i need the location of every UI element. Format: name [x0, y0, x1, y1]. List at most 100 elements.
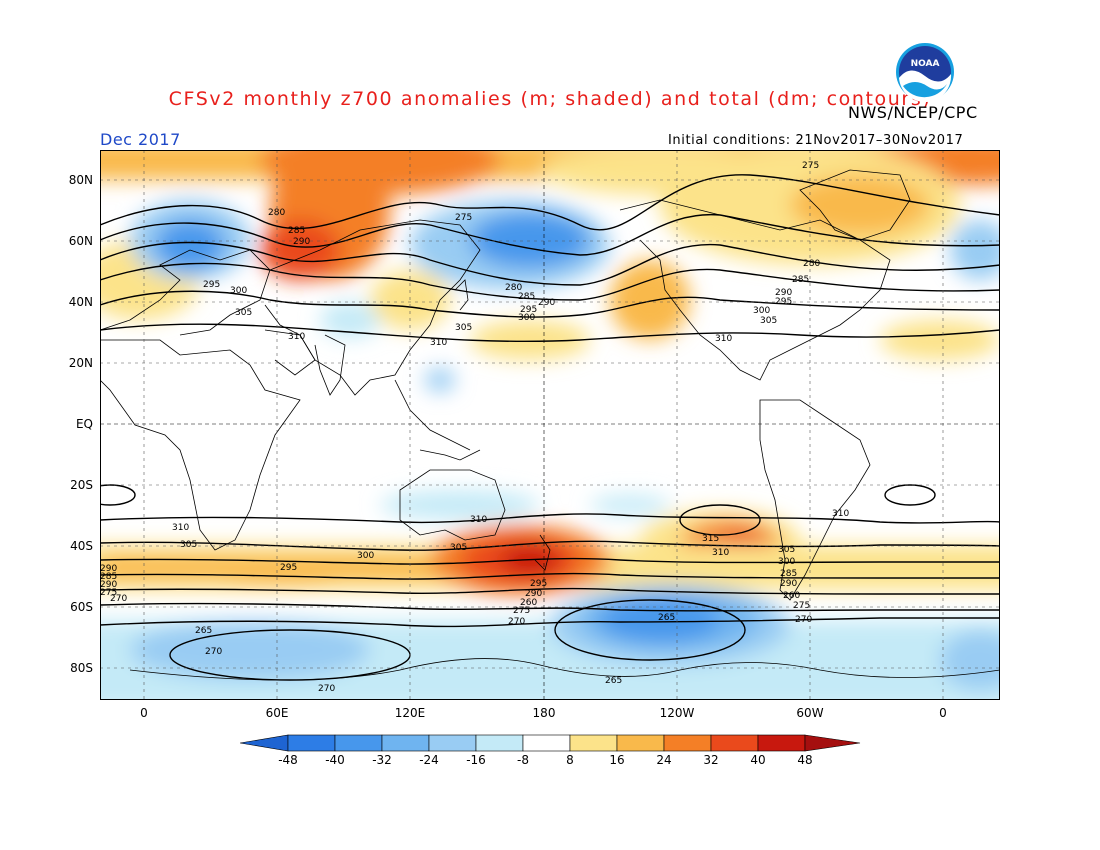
contour-label: 315 — [702, 534, 719, 544]
contour-label: 270 — [508, 617, 525, 627]
contour-label: 295 — [203, 280, 220, 290]
colorbar-segment — [428, 734, 477, 752]
lat-label: 40S — [70, 539, 93, 553]
contour-label: 270 — [318, 684, 335, 694]
colorbar-tick: 48 — [797, 753, 813, 767]
contour-labels: 280 285 290 295 300 305 310 275 280 285 … — [100, 161, 849, 694]
contour-label: 290 — [525, 589, 542, 599]
contour-label: 280 — [803, 259, 820, 269]
contour-label: 285 — [288, 226, 305, 236]
contour-label: 260 — [520, 598, 537, 608]
lat-label: 60N — [68, 234, 93, 248]
lat-label: 20N — [68, 356, 93, 370]
colorbar-tick: 24 — [656, 753, 672, 767]
colorbar-tick: -16 — [466, 753, 486, 767]
colorbar-segment — [240, 734, 289, 752]
lon-label: 0 — [140, 706, 148, 720]
contour-label: 305 — [760, 316, 777, 326]
contour-label: 265 — [195, 626, 212, 636]
contour-label: 300 — [753, 306, 770, 316]
colorbar-tick: -40 — [325, 753, 345, 767]
contour-label: 310 — [715, 334, 732, 344]
contour-label: 270 — [795, 615, 812, 625]
contour-label: 275 — [513, 606, 530, 616]
contour-label: 265 — [605, 676, 622, 686]
colorbar-segment — [287, 734, 336, 752]
contour-label: 285 — [518, 292, 535, 302]
contour-label: 300 — [518, 313, 535, 323]
contour-label: 305 — [180, 540, 197, 550]
colorbar-segment — [381, 734, 430, 752]
colorbar-segment — [616, 734, 665, 752]
colorbar-segment — [804, 734, 861, 752]
contour-label: 270 — [205, 647, 222, 657]
contour-label: 290 — [780, 579, 797, 589]
lat-label: 20S — [70, 478, 93, 492]
contour-label: 305 — [235, 308, 252, 318]
lon-label: 60W — [796, 706, 824, 720]
lat-label: 40N — [68, 295, 93, 309]
contour-label: 310 — [470, 515, 487, 525]
lat-label: EQ — [75, 417, 93, 431]
lon-label: 120E — [394, 706, 426, 720]
contour-label: 310 — [832, 509, 849, 519]
colorbar-tick: 16 — [609, 753, 625, 767]
agency-label: NWS/NCEP/CPC — [848, 103, 978, 122]
map-frame — [100, 150, 1000, 700]
lon-label: 0 — [939, 706, 947, 720]
colorbar-segment — [334, 734, 383, 752]
contour-label: 310 — [172, 523, 189, 533]
contour-label: 295 — [520, 305, 537, 315]
initial-conditions: Initial conditions: 21Nov2017–30Nov2017 — [668, 133, 964, 148]
lat-label: 80N — [68, 173, 93, 187]
contour-label: 270 — [110, 594, 127, 604]
forecast-month: Dec 2017 — [100, 130, 181, 149]
colorbar-segment — [710, 734, 759, 752]
chart-title: CFSv2 monthly z700 anomalies (m; shaded)… — [168, 88, 932, 110]
contour-label: 280 — [505, 283, 522, 293]
contour-label: 300 — [778, 557, 795, 567]
contour-label: 305 — [450, 543, 467, 553]
colorbar-tick: 32 — [703, 753, 719, 767]
contour-label: 285 — [792, 275, 809, 285]
lon-label: 120W — [659, 706, 695, 720]
contour-label: 305 — [455, 323, 472, 333]
contour-label: 275 — [793, 601, 810, 611]
contour-label: 310 — [430, 338, 447, 348]
colorbar-tick: -48 — [278, 753, 298, 767]
contour-label: 275 — [455, 213, 472, 223]
anomaly-map: 280 285 290 295 300 305 310 275 280 285 … — [100, 150, 1000, 700]
colorbar-segment — [522, 734, 571, 752]
noaa-logo: NOAA — [896, 43, 954, 102]
contour-label: 290 — [293, 237, 310, 247]
contour-label: 300 — [357, 551, 374, 561]
colorbar-tick: 8 — [566, 753, 574, 767]
colorbar-tick: -32 — [372, 753, 392, 767]
contour-label: 275 — [802, 161, 819, 171]
contour-label: 300 — [230, 286, 247, 296]
contour-label: 260 — [783, 591, 800, 601]
colorbar-segment — [475, 734, 524, 752]
contour-label: 290 — [775, 288, 792, 298]
colorbar — [240, 734, 861, 752]
contour-label: 310 — [712, 548, 729, 558]
colorbar-tick: -24 — [419, 753, 439, 767]
contour-label: 295 — [530, 579, 547, 589]
lat-label: 60S — [70, 600, 93, 614]
contour-label: 290 — [100, 580, 117, 590]
colorbar-segment — [663, 734, 712, 752]
grid — [100, 150, 1000, 700]
contour-label: 285 — [780, 569, 797, 579]
svg-text:NOAA: NOAA — [911, 59, 940, 69]
contour-label: 275 — [100, 588, 117, 598]
lon-label: 180 — [532, 706, 556, 720]
contour-label: 295 — [280, 563, 297, 573]
colorbar-segment — [569, 734, 618, 752]
lat-label: 80S — [70, 661, 93, 675]
lon-label: 60E — [265, 706, 289, 720]
contour-label: 310 — [288, 332, 305, 342]
contour-label: 285 — [100, 572, 117, 582]
colorbar-tick: 40 — [750, 753, 766, 767]
contour-label: 290 — [100, 564, 117, 574]
contour-label: 295 — [775, 297, 792, 307]
